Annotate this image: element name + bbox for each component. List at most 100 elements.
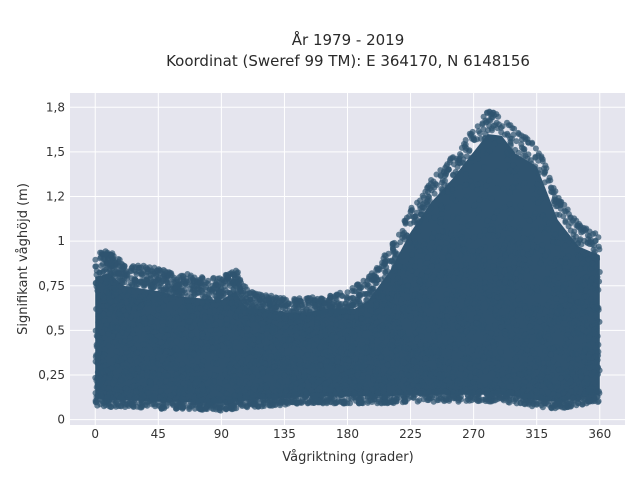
scatter-point: [449, 155, 456, 162]
scatter-point: [494, 125, 501, 132]
scatter-point: [481, 164, 488, 170]
scatter-point: [537, 305, 544, 312]
scatter-point: [379, 328, 386, 334]
scatter-point: [433, 250, 440, 257]
data-points: [92, 108, 603, 414]
scatter-point: [411, 304, 418, 311]
scatter-point: [150, 284, 157, 291]
scatter-point: [515, 376, 522, 382]
scatter-point: [442, 218, 449, 225]
scatter-point: [141, 281, 148, 288]
scatter-point: [463, 380, 470, 387]
scatter-point: [355, 321, 361, 328]
scatter-point: [484, 110, 491, 116]
scatter-point: [373, 358, 380, 365]
scatter-point: [469, 346, 476, 353]
scatter-point: [399, 253, 406, 260]
scatter-point: [426, 193, 433, 200]
scatter-point: [445, 351, 452, 358]
scatter-point: [518, 209, 525, 215]
scatter-point: [577, 265, 584, 272]
scatter-point: [132, 377, 139, 384]
scatter-point: [547, 383, 554, 390]
scatter-point: [482, 341, 489, 348]
scatter-point: [106, 294, 112, 301]
scatter-point: [537, 260, 544, 267]
scatter-point: [378, 293, 385, 300]
scatter-point: [183, 282, 190, 289]
scatter-point: [457, 151, 463, 158]
scatter-point: [101, 351, 108, 358]
scatter-point: [474, 123, 481, 130]
scatter-point: [559, 250, 566, 257]
scatter-point: [116, 367, 123, 374]
scatter-point: [500, 245, 507, 252]
scatter-point: [309, 376, 316, 383]
scatter-point: [116, 311, 123, 318]
scatter-point: [249, 358, 256, 365]
scatter-point: [270, 299, 277, 306]
scatter-point: [596, 367, 603, 374]
scatter-point: [413, 377, 420, 384]
scatter-point: [428, 263, 435, 270]
scatter-point: [358, 307, 365, 314]
scatter-point: [494, 232, 501, 239]
scatter-point: [553, 296, 560, 302]
scatter-point: [409, 368, 416, 375]
scatter-point: [549, 345, 556, 352]
scatter-point: [534, 340, 541, 347]
scatter-point: [554, 244, 561, 251]
scatter-point: [593, 325, 600, 332]
scatter-point: [325, 336, 332, 343]
scatter-point: [166, 271, 172, 277]
scatter-point: [582, 251, 589, 258]
scatter-point: [557, 258, 564, 265]
scatter-point: [423, 315, 430, 322]
scatter-point: [511, 125, 518, 132]
scatter-point: [317, 355, 323, 362]
scatter-point: [482, 284, 489, 291]
scatter-point: [438, 179, 445, 186]
scatter-point: [414, 209, 420, 216]
scatter-point: [284, 310, 290, 317]
scatter-point: [127, 314, 134, 321]
scatter-point: [423, 212, 430, 219]
scatter-point: [379, 322, 386, 329]
scatter-point: [218, 352, 225, 359]
scatter-point: [389, 359, 396, 366]
scatter-point: [228, 300, 235, 307]
scatter-point: [436, 371, 443, 378]
scatter-point: [544, 389, 551, 396]
scatter-point: [434, 286, 440, 293]
scatter-point: [233, 339, 239, 346]
scatter-point: [99, 377, 106, 384]
scatter-point: [513, 165, 520, 172]
scatter-point: [212, 321, 219, 328]
scatter-point: [454, 214, 461, 221]
scatter-point: [532, 210, 539, 217]
scatter-point: [122, 345, 129, 352]
scatter-point: [373, 302, 380, 309]
scatter-point: [386, 258, 393, 265]
scatter-point: [477, 130, 483, 137]
scatter-point: [413, 364, 420, 371]
scatter-point: [541, 229, 548, 236]
scatter-point: [492, 275, 499, 282]
scatter-point: [571, 215, 578, 222]
scatter-point: [563, 383, 570, 390]
scatter-point: [467, 178, 474, 184]
scatter-point: [431, 343, 438, 350]
scatter-point: [504, 149, 511, 155]
scatter-point: [477, 232, 484, 239]
scatter-point: [564, 374, 571, 381]
scatter-point: [523, 316, 530, 323]
scatter-point: [460, 240, 467, 247]
scatter-point: [232, 313, 239, 320]
scatter-point: [463, 182, 470, 188]
scatter-point: [144, 325, 151, 332]
scatter-point: [546, 292, 553, 299]
scatter-point: [522, 213, 529, 219]
scatter-point: [427, 286, 434, 293]
scatter-point: [338, 338, 345, 345]
